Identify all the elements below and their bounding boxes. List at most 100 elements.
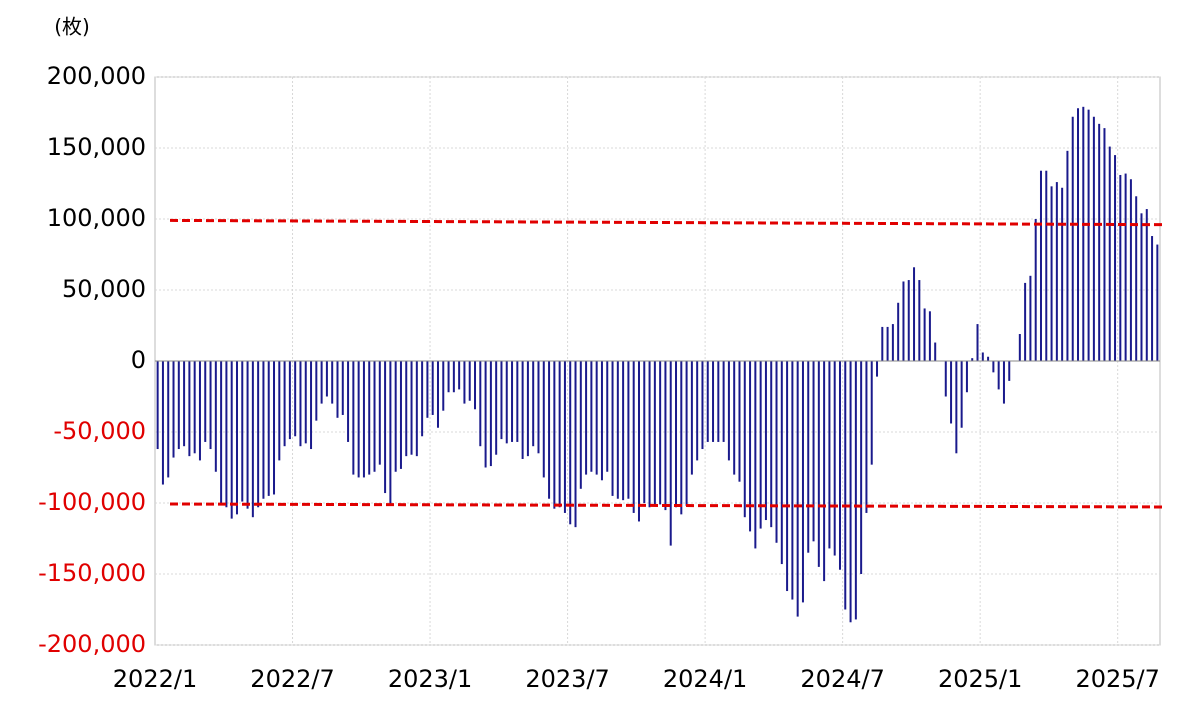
bar <box>955 361 957 453</box>
bar <box>463 361 465 404</box>
bar <box>776 361 778 543</box>
bar <box>553 361 555 509</box>
bar <box>881 327 883 361</box>
bar <box>458 361 460 389</box>
bar <box>738 361 740 482</box>
bar <box>157 361 159 449</box>
bar <box>1029 276 1031 361</box>
bar <box>252 361 254 517</box>
bar <box>728 361 730 460</box>
bar <box>204 361 206 442</box>
bar <box>977 324 979 361</box>
bar <box>908 280 910 361</box>
bar <box>1045 171 1047 361</box>
bar <box>966 361 968 392</box>
bar <box>1008 361 1010 381</box>
unit-label: (枚) <box>54 15 90 39</box>
bar <box>670 361 672 546</box>
bar <box>934 343 936 361</box>
bar <box>178 361 180 449</box>
bar <box>215 361 217 472</box>
bar <box>490 361 492 466</box>
bar <box>855 361 857 619</box>
bar <box>315 361 317 421</box>
bar <box>918 280 920 361</box>
bar <box>828 361 830 548</box>
bar <box>902 281 904 361</box>
bar <box>527 361 529 456</box>
y-tick-label: -200,000 <box>38 630 146 658</box>
bar <box>299 361 301 446</box>
bar <box>643 361 645 503</box>
bar <box>760 361 762 529</box>
bar <box>1056 182 1058 361</box>
bar <box>326 361 328 397</box>
bar <box>347 361 349 442</box>
bar <box>781 361 783 564</box>
bar <box>897 303 899 361</box>
bar <box>188 361 190 456</box>
bar <box>1077 108 1079 361</box>
bar <box>844 361 846 610</box>
bar <box>167 361 169 477</box>
bar <box>384 361 386 493</box>
bar <box>426 361 428 418</box>
bar <box>421 361 423 436</box>
bar <box>1019 334 1021 361</box>
bar <box>453 361 455 392</box>
bar <box>379 361 381 465</box>
bar <box>522 361 524 459</box>
bar <box>225 361 227 507</box>
reference-line <box>170 504 1165 507</box>
bar <box>987 357 989 361</box>
y-tick-label: 0 <box>131 346 146 374</box>
bar <box>479 361 481 446</box>
x-tick-label: 2022/7 <box>250 665 334 693</box>
bar <box>924 308 926 361</box>
bar <box>1109 147 1111 361</box>
y-tick-label: 100,000 <box>47 204 146 232</box>
bar <box>1140 213 1142 361</box>
bar <box>580 361 582 489</box>
bar <box>596 361 598 475</box>
x-tick-label: 2022/1 <box>113 665 197 693</box>
bar <box>336 361 338 418</box>
bar <box>1066 151 1068 361</box>
bar <box>998 361 1000 389</box>
bar <box>950 361 952 423</box>
bar <box>183 361 185 446</box>
y-tick-label: 50,000 <box>62 275 146 303</box>
bar <box>1061 188 1063 361</box>
y-tick-label: -50,000 <box>53 417 146 445</box>
bar <box>791 361 793 600</box>
bar <box>627 361 629 499</box>
y-tick-label: 200,000 <box>47 62 146 90</box>
bar <box>469 361 471 401</box>
bar <box>813 361 815 541</box>
bar <box>1130 179 1132 361</box>
bar <box>389 361 391 506</box>
bar <box>1103 128 1105 361</box>
reference-line <box>170 220 1165 224</box>
bar <box>374 361 376 472</box>
bar <box>797 361 799 617</box>
bar <box>675 361 677 507</box>
bar <box>860 361 862 574</box>
bar <box>511 361 513 442</box>
bar <box>839 361 841 570</box>
bar <box>601 361 603 480</box>
bar <box>268 361 270 496</box>
bar <box>1035 219 1037 361</box>
bar <box>892 324 894 361</box>
bar <box>1114 155 1116 361</box>
bar <box>352 361 354 475</box>
bar <box>871 361 873 465</box>
bar <box>400 361 402 469</box>
bar <box>913 267 915 361</box>
bar <box>612 361 614 496</box>
bar <box>543 361 545 477</box>
bar <box>929 311 931 361</box>
x-tick-label: 2023/1 <box>388 665 472 693</box>
bar <box>680 361 682 514</box>
